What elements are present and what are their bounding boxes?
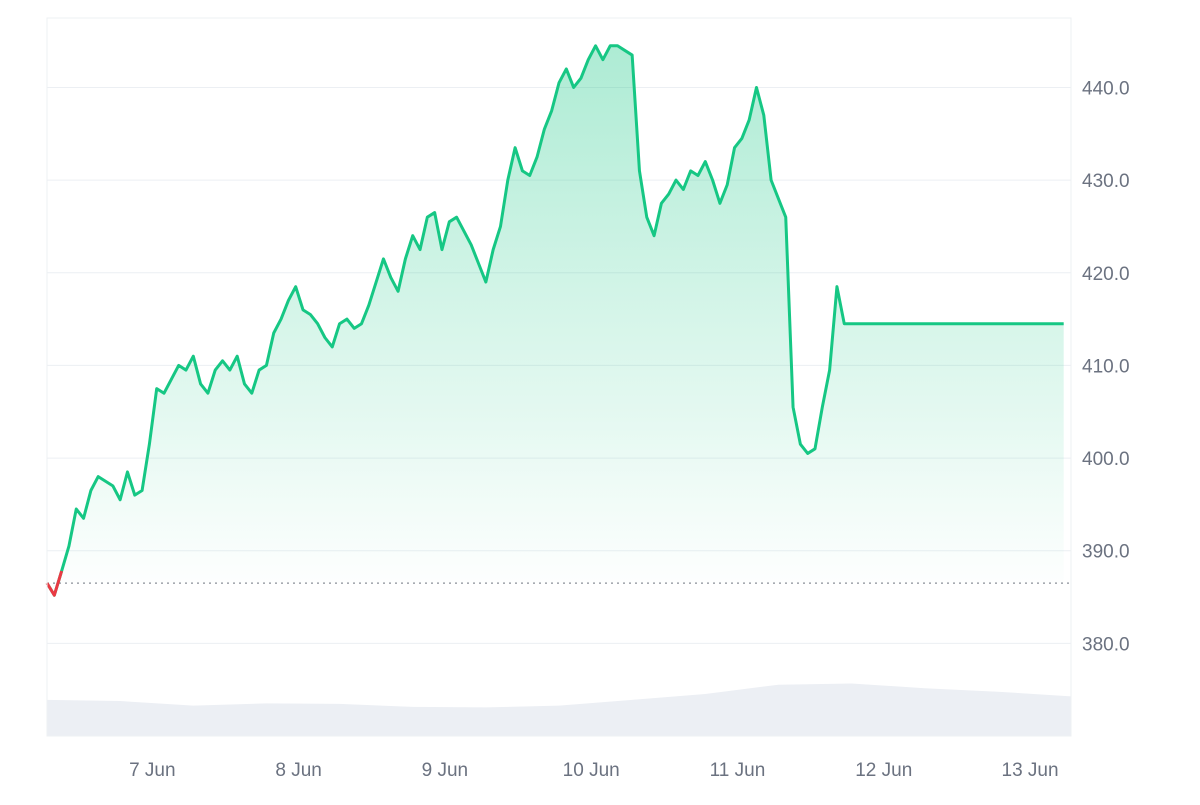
- price-area-fill: [47, 45, 1064, 596]
- x-tick-label: 7 Jun: [129, 760, 175, 781]
- x-tick-label: 13 Jun: [1002, 760, 1059, 781]
- y-tick-label: 390.0: [1082, 542, 1130, 563]
- price-line-down: [45, 570, 64, 597]
- x-tick-label: 10 Jun: [563, 760, 620, 781]
- y-tick-label: 410.0: [1082, 356, 1130, 377]
- y-tick-label: 420.0: [1082, 264, 1130, 285]
- x-tick-label: 12 Jun: [855, 760, 912, 781]
- x-tick-label: 11 Jun: [710, 760, 766, 781]
- y-tick-label: 400.0: [1082, 449, 1130, 470]
- y-tick-label: 430.0: [1082, 171, 1130, 192]
- y-axis-ticks: 380.0 390.0 400.0 410.0 420.0 430.0 440.0: [1082, 78, 1130, 655]
- x-axis-ticks: 7 Jun 8 Jun 9 Jun 10 Jun 11 Jun 12 Jun 13 Jun: [129, 760, 1058, 781]
- plot-border: [46, 17, 1072, 737]
- price-line-up: [45, 44, 1064, 597]
- x-tick-label: 9 Jun: [422, 760, 468, 781]
- volume-shape: [47, 683, 1071, 736]
- y-tick-label: 380.0: [1082, 634, 1130, 655]
- x-tick-label: 8 Jun: [275, 760, 321, 781]
- y-tick-label: 440.0: [1082, 78, 1130, 99]
- volume-area: [47, 683, 1071, 736]
- price-line[interactable]: [45, 44, 1064, 597]
- price-area: [47, 45, 1064, 596]
